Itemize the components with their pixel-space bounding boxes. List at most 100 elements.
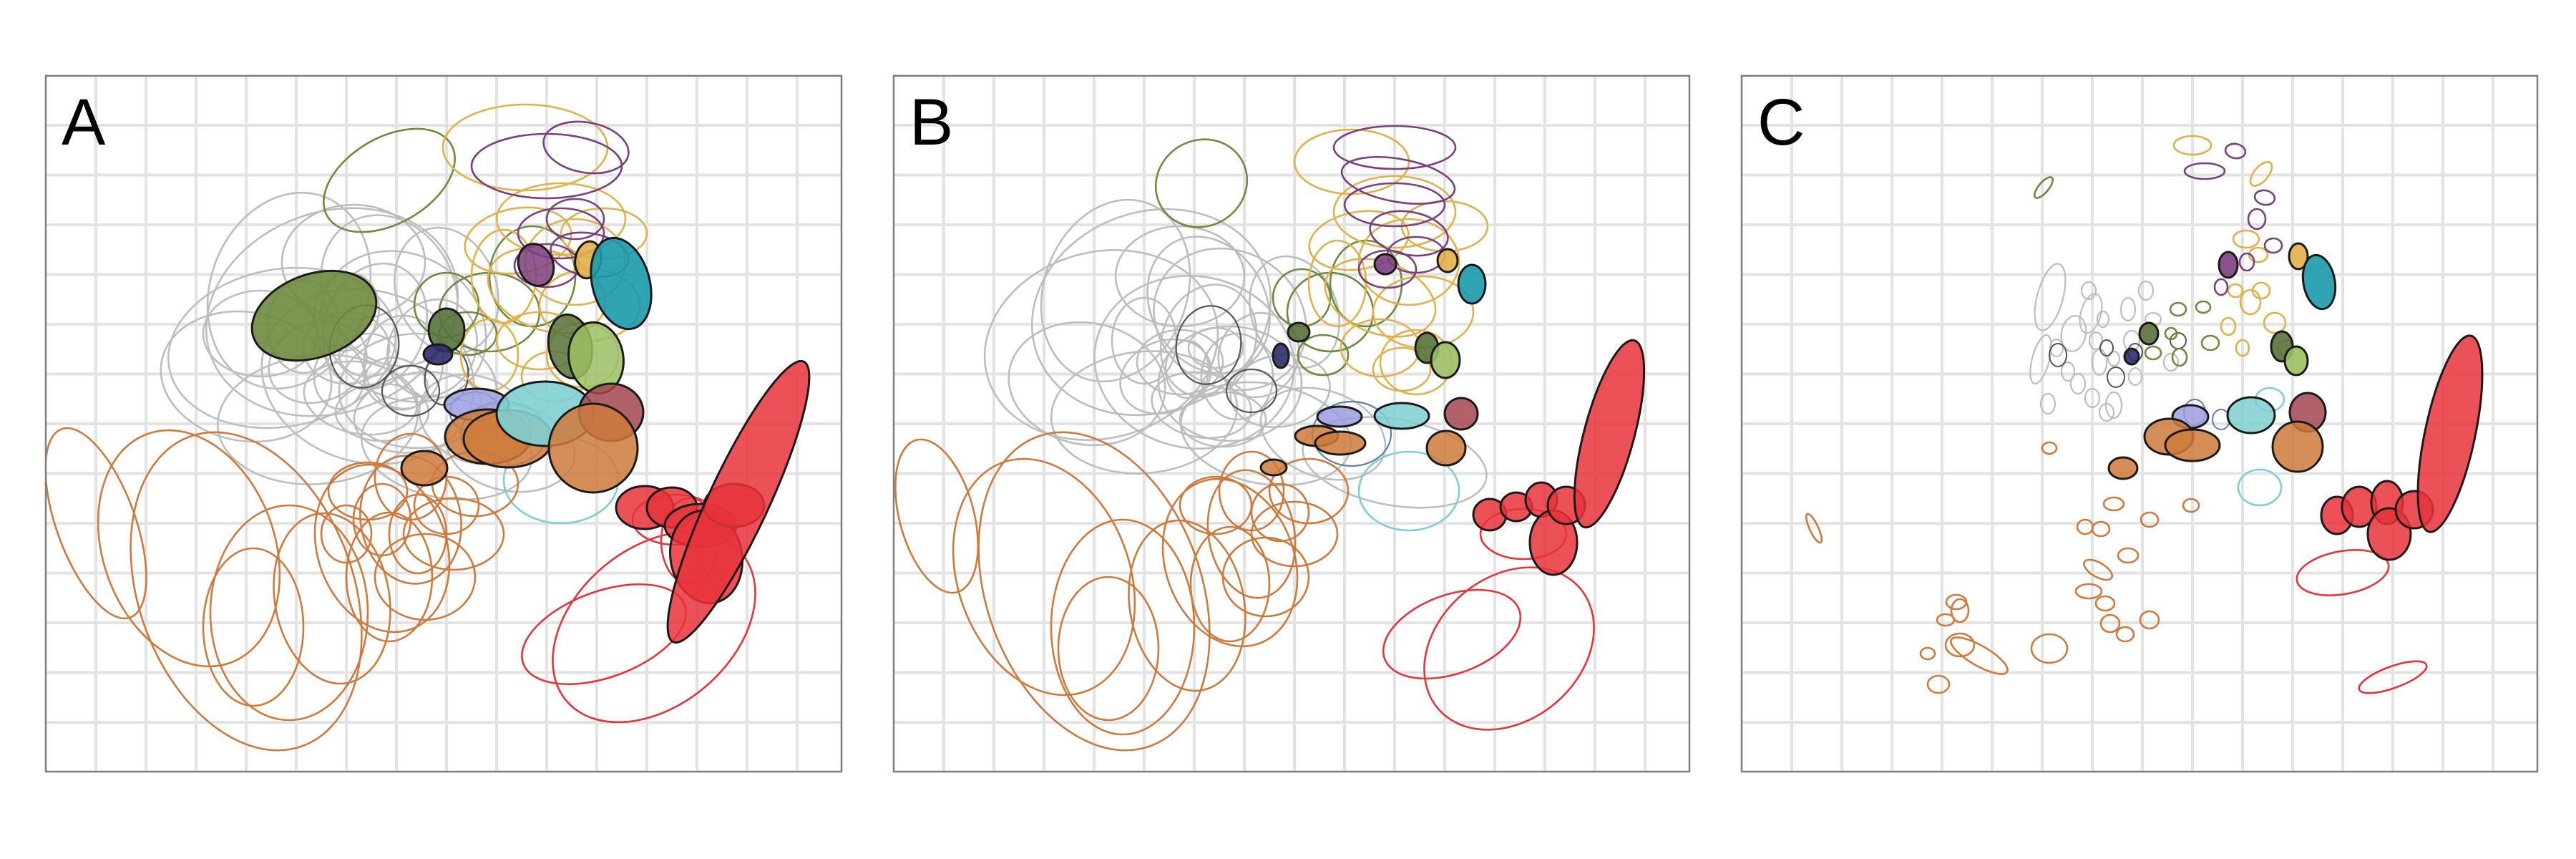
outline-ellipse <box>2030 633 2069 664</box>
outline-ellipse <box>1225 368 1278 414</box>
outline-ellipse <box>2237 468 2283 507</box>
outline-ellipse <box>1945 593 1968 611</box>
outline-ellipse <box>2183 162 2226 180</box>
outline-ellipse <box>2162 352 2180 372</box>
outline-ellipse <box>1057 576 1160 722</box>
outline-ellipse <box>320 504 373 564</box>
outline-ellipse <box>338 332 498 450</box>
outline-ellipse <box>2171 347 2188 367</box>
filled-ellipse <box>1443 397 1479 431</box>
outline-ellipse <box>2239 288 2262 316</box>
outline-ellipse <box>1175 305 1242 385</box>
outline-ellipse <box>1332 175 1457 249</box>
panel-a-label: A <box>62 86 106 159</box>
outline-ellipse <box>2117 547 2140 564</box>
outline-ellipse <box>517 207 605 260</box>
outline-ellipse <box>2238 252 2255 272</box>
outline-ellipse <box>894 438 980 594</box>
outline-ellipse <box>2049 338 2064 358</box>
outline-ellipse <box>2137 280 2155 301</box>
outline-ellipse <box>2164 326 2178 341</box>
outline-ellipse <box>2041 441 2058 455</box>
outline-ellipse <box>983 249 1219 441</box>
filled-ellipse <box>2164 428 2221 462</box>
outline-ellipse <box>1114 225 1246 328</box>
filled-ellipse <box>1425 430 1467 467</box>
outline-ellipse <box>1250 500 1339 568</box>
outline-ellipse <box>2099 339 2114 356</box>
outline-ellipse <box>2096 310 2110 329</box>
outline-ellipse <box>2249 161 2273 187</box>
outline-ellipse <box>542 120 630 175</box>
panel-c-ellipses <box>1805 135 2484 694</box>
filled-ellipse <box>2283 345 2309 377</box>
outline-ellipse <box>1919 646 1936 661</box>
outline-ellipse <box>1926 674 1951 694</box>
panel-b-frame <box>892 74 1691 773</box>
outline-ellipse <box>2195 300 2212 314</box>
filled-ellipse <box>517 243 555 287</box>
outline-ellipse <box>2263 311 2287 334</box>
outline-ellipse <box>2220 316 2237 336</box>
outline-ellipse <box>1259 387 1387 481</box>
outline-ellipse <box>2224 142 2247 160</box>
outline-ellipse <box>2248 246 2269 263</box>
outline-ellipse <box>2107 367 2125 388</box>
outline-ellipse <box>1268 457 1350 525</box>
outline-ellipse <box>2029 334 2052 385</box>
outline-ellipse <box>2098 402 2115 422</box>
outline-ellipse <box>2049 343 2067 367</box>
outline-ellipse <box>1187 326 1244 369</box>
outline-ellipse <box>2074 583 2103 600</box>
panel-b-ellipses <box>894 125 1646 752</box>
outline-ellipse <box>1164 339 1210 399</box>
filled-ellipse <box>1259 458 1288 477</box>
outline-ellipse <box>402 497 505 571</box>
outline-ellipse <box>313 463 451 634</box>
filled-ellipse <box>250 269 378 362</box>
filled-ellipse <box>547 402 639 494</box>
outline-ellipse <box>1119 338 1212 415</box>
panel-a-frame <box>44 74 843 773</box>
outline-ellipse <box>2253 189 2276 206</box>
outline-ellipse <box>2235 339 2250 357</box>
outline-ellipse <box>1179 391 1267 448</box>
outline-ellipse <box>388 493 448 575</box>
outline-ellipse <box>2060 315 2087 352</box>
filled-ellipse <box>666 359 811 644</box>
outline-ellipse <box>374 533 477 621</box>
outline-ellipse <box>338 332 398 378</box>
outline-ellipse <box>2119 296 2137 322</box>
filled-ellipse <box>1457 263 1487 305</box>
outline-ellipse <box>2060 361 2076 382</box>
outline-ellipse <box>2084 387 2101 409</box>
outline-ellipse <box>2080 281 2097 301</box>
outline-ellipse <box>1151 371 1252 440</box>
filled-ellipse <box>2301 253 2337 311</box>
outline-ellipse <box>1357 450 1460 532</box>
outline-ellipse <box>364 356 429 411</box>
outline-ellipse <box>952 457 1136 697</box>
outline-ellipse <box>2169 301 2187 317</box>
outline-ellipse <box>2091 520 2111 538</box>
filled-ellipse <box>2288 242 2309 271</box>
panel-c: C <box>1740 74 2539 773</box>
outline-ellipse <box>2213 278 2229 296</box>
filled-ellipse <box>2138 321 2160 346</box>
outline-ellipse <box>1332 125 1457 170</box>
outline-ellipse <box>1249 255 1340 369</box>
filled-ellipse <box>590 236 653 331</box>
outline-ellipse <box>1250 482 1310 543</box>
outline-ellipse <box>352 482 412 557</box>
outline-ellipse <box>2144 345 2162 361</box>
filled-ellipse <box>2107 456 2139 480</box>
outline-ellipse <box>303 360 419 436</box>
filled-ellipse <box>1430 341 1461 379</box>
outline-ellipse <box>1093 275 1295 450</box>
outline-ellipse <box>2107 350 2121 367</box>
outline-ellipse <box>2069 372 2087 395</box>
outline-ellipse <box>2232 229 2260 249</box>
panel-b-label: B <box>909 86 953 159</box>
outline-ellipse <box>2102 496 2125 512</box>
outline-ellipse <box>2083 558 2113 581</box>
